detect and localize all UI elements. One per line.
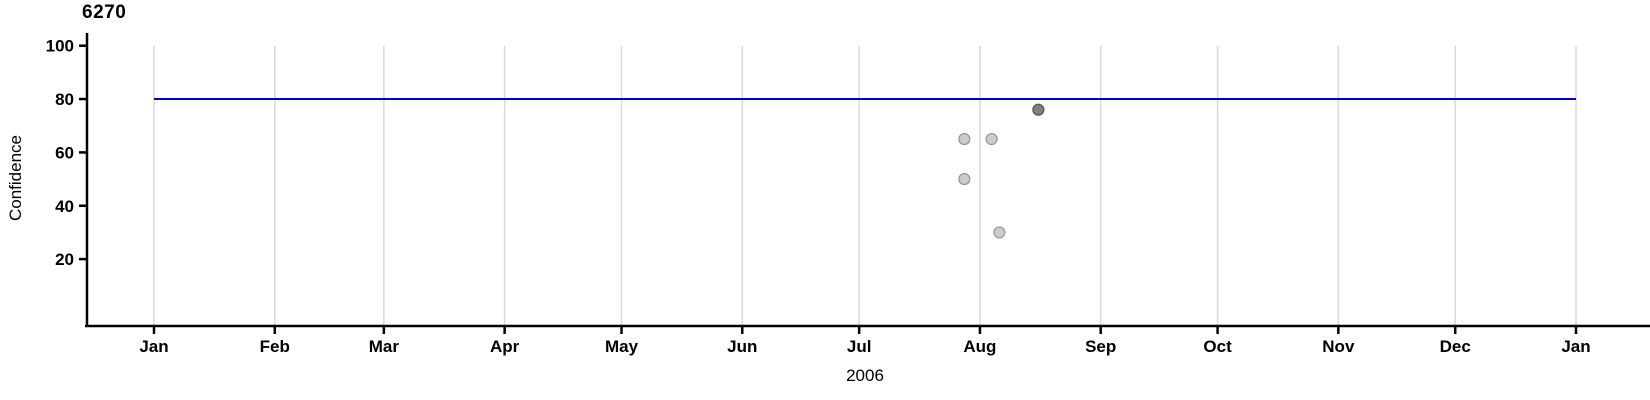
x-tick-label-10-nov: Nov [1322, 337, 1355, 356]
x-tick-label-7-aug: Aug [963, 337, 996, 356]
data-point-4-aug-16-76 [1032, 103, 1045, 116]
x-tick-label-4-may: May [605, 337, 639, 356]
y-axis-label: Confidence [6, 134, 25, 222]
x-tick-label-5-jun: Jun [727, 337, 757, 356]
data-point-1-aug-4-65 [985, 132, 998, 146]
data-point-3-aug-5-30 [993, 226, 1006, 239]
y-tick-label-40: 40 [55, 197, 74, 216]
y-tick-label-20: 20 [55, 250, 74, 269]
x-tick-label-12-jan: Jan [1561, 337, 1590, 356]
x-tick-label-0-jan: Jan [139, 337, 168, 356]
data-point-2-jul-28-50 [958, 172, 971, 186]
y-tick-label-100: 100 [46, 37, 74, 56]
chart-title: 6270 [82, 2, 127, 23]
x-tick-label-1-feb: Feb [260, 337, 290, 356]
x-tick-label-8-sep: Sep [1085, 337, 1116, 356]
x-tick-label-2-mar: Mar [369, 337, 400, 356]
y-tick-label-80: 80 [55, 90, 74, 109]
x-tick-label-3-apr: Apr [490, 337, 520, 356]
y-tick-label-60: 60 [55, 143, 74, 162]
data-point-0-jul-28-65 [958, 132, 971, 146]
x-tick-label-9-oct: Oct [1203, 337, 1232, 356]
x-tick-label-11-dec: Dec [1440, 337, 1471, 356]
x-tick-label-6-jul: Jul [847, 337, 872, 356]
x-axis-label: 2006 [846, 366, 884, 385]
